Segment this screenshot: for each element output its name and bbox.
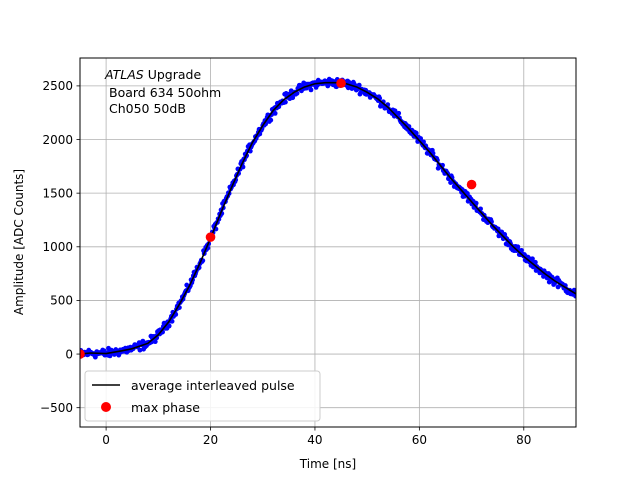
max-phase-point (80, 349, 85, 359)
sample-point (356, 82, 362, 88)
annotation-text: ATLAS Upgrade Board 634 50ohm Ch050 50dB (104, 67, 221, 116)
data-layer (80, 76, 576, 360)
sample-point (532, 259, 538, 265)
sample-point (555, 284, 561, 290)
y-tick-label: 2000 (42, 133, 73, 147)
x-axis-label: Time [ns] (299, 457, 356, 471)
sample-point (152, 339, 158, 345)
x-tick-label: 0 (102, 433, 110, 447)
y-tick-label: −500 (40, 401, 73, 415)
legend-box (84, 370, 321, 422)
x-tick-label: 40 (307, 433, 322, 447)
annotation-line-1: ATLAS Upgrade (104, 67, 201, 82)
axes-background (80, 58, 576, 427)
sample-point (283, 99, 288, 105)
plot-area: 0 20 40 60 80 −500 0 500 1000 1500 2000 2500 (40, 57, 577, 447)
annotation-atlas: ATLAS (104, 67, 144, 82)
sample-point (573, 293, 576, 299)
sample-point (268, 117, 274, 123)
annotation-upgrade: Upgrade (144, 67, 202, 82)
sample-point (169, 318, 175, 324)
max-phase-point (205, 232, 216, 242)
legend-label-max-phase: max phase (131, 400, 200, 415)
y-tick-label: 500 (50, 294, 73, 308)
sample-point (308, 87, 314, 93)
sample-point (396, 110, 402, 116)
y-tick-label: 1000 (42, 240, 73, 254)
sample-point (413, 130, 419, 136)
y-tick-label: 2500 (42, 79, 73, 93)
x-tick-label: 20 (203, 433, 218, 447)
x-tick-label: 60 (412, 433, 427, 447)
x-tick-label: 80 (516, 433, 531, 447)
max-phase-point (336, 78, 346, 89)
sample-point (272, 110, 278, 116)
y-tick-label: 1500 (42, 186, 73, 200)
sample-point (137, 347, 143, 353)
legend-label-average: average interleaved pulse (131, 378, 295, 393)
sample-point (530, 256, 535, 262)
y-axis-label: Amplitude [ADC Counts] (12, 169, 26, 315)
axes-frame (79, 57, 577, 428)
sample-point (519, 247, 524, 253)
annotation-line-2: Board 634 50ohm (109, 85, 221, 100)
max-phase-point (466, 179, 477, 190)
annotation-line-3: Ch050 50dB (109, 101, 186, 116)
ticks: 0 20 40 60 80 −500 0 500 1000 1500 2000 2500 (40, 79, 531, 447)
legend-dot-swatch (101, 402, 111, 412)
y-tick-label: 0 (65, 347, 73, 361)
legend: average interleaved pulse max phase (84, 370, 321, 422)
sample-point (166, 323, 172, 329)
